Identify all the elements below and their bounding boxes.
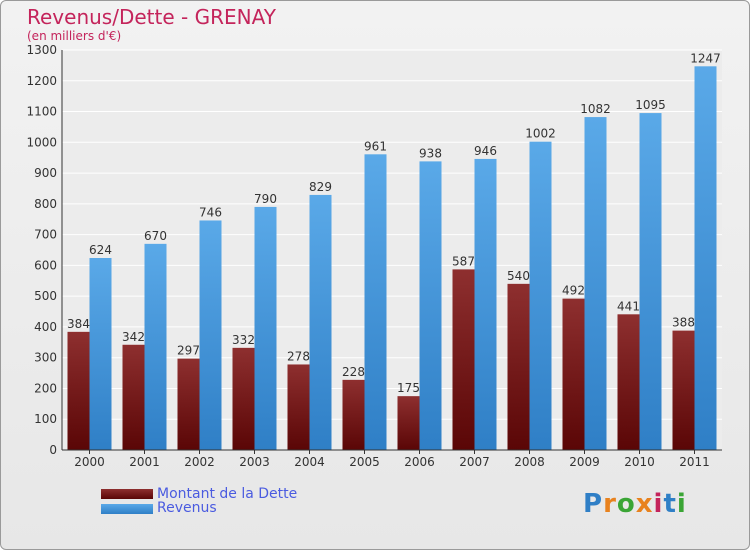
data-label-revenue: 1002 xyxy=(525,127,556,141)
bars xyxy=(67,66,717,451)
data-label-debt: 297 xyxy=(177,344,200,358)
data-label-debt: 342 xyxy=(122,330,145,344)
bar-debt xyxy=(397,396,420,450)
data-label-revenue: 961 xyxy=(364,139,387,153)
brand-letter: x xyxy=(635,489,654,519)
x-tick-label: 2006 xyxy=(404,455,435,469)
bar-revenue xyxy=(364,154,387,451)
legend-label-debt: Montant de la Dette xyxy=(157,486,298,502)
bar-debt xyxy=(452,269,475,450)
data-label-debt: 587 xyxy=(452,254,475,268)
bar-revenue xyxy=(529,141,552,450)
bar-revenue xyxy=(694,66,717,451)
y-tick-label: 900 xyxy=(34,166,57,180)
y-tick-label: 1200 xyxy=(26,74,57,88)
data-label-debt: 540 xyxy=(507,269,530,283)
y-tick-label: 0 xyxy=(49,443,57,457)
x-tick-label: 2000 xyxy=(74,455,105,469)
bar-debt xyxy=(232,347,255,450)
bar-revenue xyxy=(639,113,662,451)
y-tick-label: 800 xyxy=(34,197,57,211)
data-label-revenue: 1247 xyxy=(690,51,721,65)
x-tick-label: 2011 xyxy=(679,455,710,469)
bar-revenue xyxy=(474,158,497,450)
data-labels: 384 624 342 670 297 746 332 790 278 829 228 961 175 9… xyxy=(67,51,721,395)
brand-letter: i xyxy=(676,489,687,519)
x-tick-label: 2008 xyxy=(514,455,545,469)
brand-logo: Proxiti xyxy=(583,489,687,519)
data-label-revenue: 829 xyxy=(309,180,332,194)
data-label-debt: 384 xyxy=(67,317,90,331)
bar-revenue xyxy=(309,194,332,450)
data-label-revenue: 1082 xyxy=(580,102,611,116)
chart-title: Revenus/Dette - GRENAY xyxy=(27,5,276,29)
y-tick-label: 300 xyxy=(34,351,57,365)
bar-debt xyxy=(562,298,585,450)
y-tick-label: 400 xyxy=(34,320,57,334)
data-label-revenue: 624 xyxy=(89,243,112,257)
x-tick-label: 2003 xyxy=(239,455,270,469)
bar-debt xyxy=(67,331,90,450)
bar-revenue xyxy=(89,258,112,450)
data-label-debt: 441 xyxy=(617,299,640,313)
x-tick-label: 2010 xyxy=(624,455,655,469)
x-tick-label: 2005 xyxy=(349,455,380,469)
plot-area xyxy=(62,50,722,450)
x-tick-label: 2004 xyxy=(294,455,325,469)
legend-label-revenue: Revenus xyxy=(157,500,217,516)
legend-swatch-debt xyxy=(101,489,153,499)
bar-revenue xyxy=(199,220,222,450)
bar-revenue xyxy=(254,206,277,450)
y-tick-label: 700 xyxy=(34,228,57,242)
bar-debt xyxy=(122,344,145,450)
x-tick-label: 2009 xyxy=(569,455,600,469)
y-tick-label: 1000 xyxy=(26,135,57,149)
bar-revenue xyxy=(144,243,167,450)
brand-letter: P xyxy=(583,489,604,519)
y-tick-label: 1300 xyxy=(26,43,57,57)
data-label-revenue: 946 xyxy=(474,144,497,158)
chart-subtitle: (en milliers d'€) xyxy=(27,29,122,43)
y-tick-label: 200 xyxy=(34,381,57,395)
x-tick-label: 2007 xyxy=(459,455,490,469)
brand-letter: i xyxy=(653,489,664,519)
bar-debt xyxy=(617,314,640,450)
x-tick-label: 2002 xyxy=(184,455,215,469)
bar-revenue xyxy=(584,117,607,451)
grid xyxy=(62,49,722,451)
bar-debt xyxy=(507,283,530,450)
data-label-debt: 175 xyxy=(397,381,420,395)
data-label-debt: 332 xyxy=(232,333,255,347)
data-label-debt: 278 xyxy=(287,349,310,363)
data-label-debt: 492 xyxy=(562,284,585,298)
y-tick-label: 500 xyxy=(34,289,57,303)
data-label-revenue: 670 xyxy=(144,229,167,243)
bar-debt xyxy=(177,358,200,450)
data-label-revenue: 746 xyxy=(199,205,222,219)
bar-debt xyxy=(672,330,695,450)
data-label-debt: 388 xyxy=(672,316,695,330)
brand-letter: r xyxy=(603,489,617,519)
bar-revenue xyxy=(419,161,442,450)
data-label-revenue: 790 xyxy=(254,192,277,206)
brand-letter: t xyxy=(663,489,677,519)
y-tick-label: 600 xyxy=(34,258,57,272)
x-tick-label: 2001 xyxy=(129,455,160,469)
data-label-revenue: 938 xyxy=(419,146,442,160)
axes: 0 100 200 300 400 500 600 700 800 900 1000 1100 1200… xyxy=(26,43,722,469)
brand-letter: o xyxy=(616,489,636,519)
data-label-debt: 228 xyxy=(342,365,365,379)
y-tick-label: 100 xyxy=(34,412,57,426)
data-label-revenue: 1095 xyxy=(635,98,666,112)
bar-debt xyxy=(342,379,365,450)
y-tick-label: 1100 xyxy=(26,105,57,119)
legend-swatch-revenue xyxy=(101,504,153,514)
bar-debt xyxy=(287,364,310,450)
